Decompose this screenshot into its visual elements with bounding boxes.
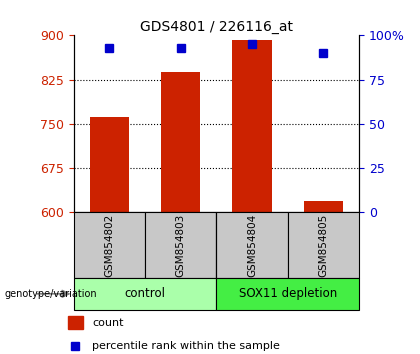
Bar (74, 212, 145, 278)
Bar (89, 117, 129, 212)
Text: SOX11 depletion: SOX11 depletion (239, 287, 337, 300)
Title: GDS4801 / 226116_at: GDS4801 / 226116_at (140, 21, 293, 34)
Text: count: count (92, 318, 124, 328)
Bar (304, 201, 343, 212)
Text: genotype/variation: genotype/variation (4, 289, 97, 299)
Text: GSM854805: GSM854805 (318, 213, 328, 277)
Text: GSM854804: GSM854804 (247, 213, 257, 277)
Bar (161, 72, 200, 212)
Text: percentile rank within the sample: percentile rank within the sample (92, 341, 280, 351)
Bar (216, 212, 288, 278)
Bar (288, 212, 359, 278)
Text: control: control (124, 287, 165, 300)
Text: GSM854803: GSM854803 (176, 213, 186, 277)
Bar (232, 40, 272, 212)
Bar (145, 212, 216, 278)
Bar (74, 278, 216, 310)
Bar (216, 278, 359, 310)
Text: GSM854802: GSM854802 (104, 213, 114, 277)
Bar (68, 316, 83, 329)
